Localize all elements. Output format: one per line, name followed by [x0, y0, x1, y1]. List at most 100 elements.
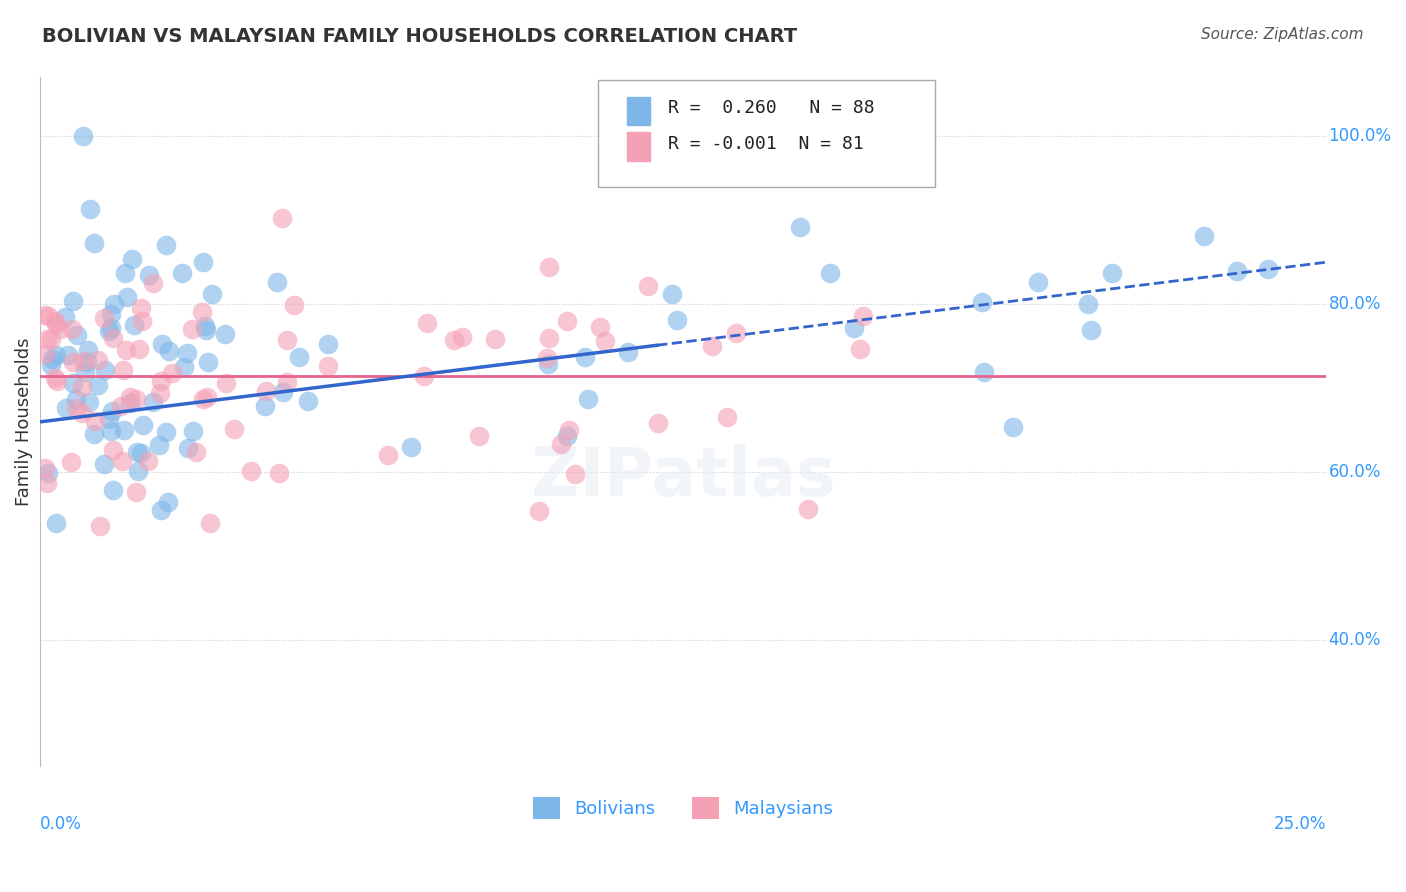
Malaysians [101, 442, 124, 457]
Malaysians [72, 354, 94, 368]
Malaysians [557, 423, 579, 437]
Malaysians [112, 363, 135, 377]
Bolivians [66, 327, 89, 342]
Bolivians [172, 267, 194, 281]
Bolivians [100, 307, 122, 321]
Bolivians [150, 503, 173, 517]
Bolivians [53, 310, 76, 324]
Bolivians [73, 365, 96, 379]
Bolivians [574, 351, 596, 365]
Malaysians [184, 445, 207, 459]
Bolivians [617, 344, 640, 359]
Malaysians [412, 368, 434, 383]
Text: Source: ZipAtlas.com: Source: ZipAtlas.com [1201, 27, 1364, 42]
Bolivians [117, 290, 139, 304]
Bolivians [157, 495, 180, 509]
Malaysians [131, 313, 153, 327]
Malaysians [125, 485, 148, 500]
Malaysians [149, 386, 172, 401]
Bolivians [72, 129, 94, 144]
Text: 25.0%: 25.0% [1274, 814, 1326, 832]
Malaysians [39, 332, 62, 346]
Bolivians [157, 344, 180, 359]
Bolivians [83, 427, 105, 442]
Bolivians [98, 324, 121, 338]
Malaysians [160, 366, 183, 380]
Text: ZIPatlas: ZIPatlas [530, 444, 835, 510]
Malaysians [222, 422, 245, 436]
Bolivians [254, 399, 277, 413]
Malaysians [180, 321, 202, 335]
Malaysians [796, 501, 818, 516]
Bolivians [101, 403, 124, 417]
Text: 80.0%: 80.0% [1329, 295, 1381, 313]
Malaysians [35, 476, 58, 491]
Text: 0.0%: 0.0% [39, 814, 82, 832]
Y-axis label: Family Households: Family Households [15, 338, 32, 506]
Bolivians [100, 424, 122, 438]
Bolivians [41, 351, 63, 366]
Bolivians [555, 429, 578, 443]
Bolivians [214, 327, 236, 342]
Malaysians [103, 331, 125, 345]
Malaysians [120, 390, 142, 404]
Bolivians [62, 293, 84, 308]
Bolivians [789, 220, 811, 235]
Bolivians [122, 318, 145, 333]
Malaysians [70, 406, 93, 420]
Bolivians [114, 266, 136, 280]
Bolivians [155, 238, 177, 252]
Bolivians [76, 355, 98, 369]
Malaysians [536, 351, 558, 366]
Bolivians [118, 395, 141, 409]
Malaysians [537, 331, 560, 345]
Malaysians [195, 391, 218, 405]
Bolivians [138, 268, 160, 282]
Malaysians [271, 211, 294, 226]
Bolivians [97, 412, 120, 426]
Malaysians [34, 346, 56, 360]
Malaysians [214, 376, 236, 391]
Text: 100.0%: 100.0% [1329, 128, 1392, 145]
Bolivians [45, 348, 67, 362]
Bolivians [970, 295, 993, 310]
Malaysians [716, 409, 738, 424]
Malaysians [702, 339, 724, 353]
Malaysians [276, 375, 298, 389]
Bolivians [132, 418, 155, 433]
Malaysians [564, 467, 586, 481]
Malaysians [637, 279, 659, 293]
Malaysians [44, 314, 66, 328]
Bolivians [1257, 262, 1279, 277]
Bolivians [399, 440, 422, 454]
Bolivians [77, 395, 100, 409]
Malaysians [269, 467, 291, 481]
Bolivians [77, 343, 100, 358]
Bolivians [973, 365, 995, 379]
Malaysians [589, 320, 612, 334]
Bolivians [193, 255, 215, 269]
Malaysians [450, 329, 472, 343]
Bolivians [194, 318, 217, 333]
Text: BOLIVIAN VS MALAYSIAN FAMILY HOUSEHOLDS CORRELATION CHART: BOLIVIAN VS MALAYSIAN FAMILY HOUSEHOLDS … [42, 27, 797, 45]
Bolivians [83, 236, 105, 251]
Bolivians [112, 423, 135, 437]
Malaysians [70, 380, 93, 394]
Bolivians [56, 348, 79, 362]
Bolivians [55, 401, 77, 416]
Malaysians [849, 342, 872, 356]
Malaysians [443, 333, 465, 347]
Bolivians [79, 202, 101, 216]
Bolivians [177, 441, 200, 455]
Malaysians [34, 308, 56, 322]
Malaysians [149, 374, 172, 388]
Malaysians [44, 371, 66, 385]
Bolivians [1077, 297, 1099, 311]
Bolivians [129, 446, 152, 460]
Bolivians [818, 266, 841, 280]
Text: 40.0%: 40.0% [1329, 632, 1381, 649]
Malaysians [555, 314, 578, 328]
Malaysians [128, 343, 150, 357]
Bolivians [155, 425, 177, 440]
Bolivians [121, 252, 143, 266]
